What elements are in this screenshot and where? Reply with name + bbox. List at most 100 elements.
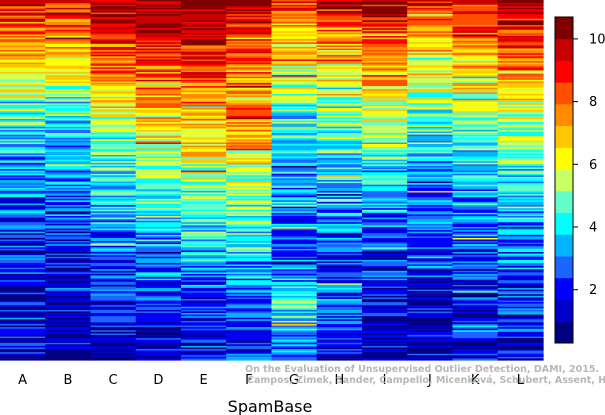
heatmap-cell [316, 333, 363, 336]
heatmap-cell [226, 104, 273, 108]
heatmap-cell [135, 167, 182, 170]
heatmap-cell [452, 123, 499, 126]
heatmap-cell [271, 331, 318, 334]
heatmap-cell [135, 133, 182, 136]
heatmap-cell [316, 225, 363, 228]
heatmap-cell [181, 255, 227, 258]
heatmap-cell [45, 161, 92, 164]
heatmap-cell [45, 175, 92, 178]
heatmap-cell [407, 236, 454, 239]
heatmap-cell [135, 122, 182, 125]
heatmap-cell [452, 118, 499, 122]
heatmap-cell [0, 45, 46, 48]
heatmap-cell [452, 62, 499, 65]
heatmap-cell [407, 148, 454, 151]
heatmap-cell [0, 331, 46, 334]
heatmap-cell [271, 283, 318, 286]
heatmap-cell [497, 245, 544, 248]
heatmap-cell [362, 216, 408, 219]
heatmap-cell [362, 54, 408, 57]
heatmap-cell [407, 79, 454, 82]
heatmap-cell [407, 42, 454, 45]
heatmap-cell [135, 156, 182, 159]
heatmap-cell [135, 51, 182, 54]
heatmap-cell [497, 216, 544, 219]
heatmap-cell [271, 15, 318, 18]
heatmap-cell [407, 115, 454, 118]
heatmap-cell [90, 29, 137, 32]
heatmap-cell [407, 67, 454, 70]
heatmap-cell [226, 145, 273, 148]
heatmap-cell [452, 29, 499, 32]
heatmap-cell [362, 51, 408, 54]
heatmap-cell [452, 330, 499, 333]
heatmap-cell [0, 298, 46, 302]
heatmap-cell [497, 45, 544, 48]
heatmap-cell [45, 9, 92, 12]
heatmap-cell [226, 248, 273, 252]
heatmap-cell [362, 205, 408, 208]
heatmap-cell [316, 222, 363, 225]
heatmap-cell [135, 302, 182, 305]
heatmap-cell [90, 309, 137, 313]
heatmap-cell [90, 183, 137, 186]
heatmap-cell [90, 3, 137, 6]
heatmap-cell [452, 205, 499, 208]
heatmap-cell [181, 31, 227, 34]
heatmap-cell [452, 178, 499, 181]
heatmap-cell [0, 192, 46, 195]
heatmap-cell [226, 183, 273, 186]
heatmap-cell [45, 300, 92, 303]
heatmap-cell [316, 234, 363, 237]
heatmap-cell [452, 233, 499, 236]
heatmap-cell [135, 125, 182, 128]
heatmap-cell [271, 178, 318, 181]
heatmap-cell [90, 241, 137, 244]
heatmap-cell [452, 200, 499, 203]
heatmap-cell [135, 3, 182, 6]
heatmap-cell [135, 308, 182, 311]
heatmap-cell [181, 314, 227, 317]
heatmap-cell [135, 164, 182, 167]
heatmap-cell [0, 164, 46, 167]
heatmap-cell [316, 336, 363, 339]
heatmap-cell [407, 1, 454, 4]
heatmap-cell [226, 3, 273, 6]
heatmap-cell [135, 57, 182, 61]
heatmap-cell [135, 203, 182, 206]
heatmap-cell [316, 97, 363, 100]
heatmap-cell [271, 353, 318, 356]
heatmap-cell [407, 317, 454, 320]
heatmap-cell [45, 350, 92, 353]
heatmap-cell [181, 48, 227, 51]
heatmap-cell [90, 192, 137, 195]
heatmap-cell [226, 136, 273, 139]
heatmap-cell [316, 338, 363, 341]
heatmap-cell [226, 305, 273, 308]
heatmap-cell [452, 129, 499, 133]
heatmap-cell [407, 328, 454, 331]
heatmap-cell [226, 126, 273, 129]
heatmap-cell [316, 264, 363, 267]
heatmap-cell [181, 239, 227, 242]
heatmap-cell [271, 333, 318, 336]
heatmap-cell [135, 137, 182, 140]
heatmap-cell [90, 142, 137, 145]
heatmap-cell [497, 286, 544, 289]
heatmap-cell [452, 106, 499, 109]
heatmap-cell [452, 89, 499, 92]
heatmap-cell [316, 57, 363, 61]
heatmap-cell [497, 89, 544, 92]
heatmap-cell [181, 148, 227, 151]
heatmap-cell [271, 291, 318, 294]
heatmap-cell [45, 316, 92, 319]
heatmap-cell [452, 256, 499, 259]
heatmap-cell [135, 208, 182, 211]
heatmap-cell [45, 29, 92, 32]
heatmap-cell [362, 247, 408, 250]
heatmap-cell [452, 17, 499, 20]
heatmap-cell [497, 134, 544, 137]
heatmap-cell [452, 133, 499, 136]
heatmap-cell [181, 350, 227, 353]
heatmap-cell [90, 198, 137, 201]
